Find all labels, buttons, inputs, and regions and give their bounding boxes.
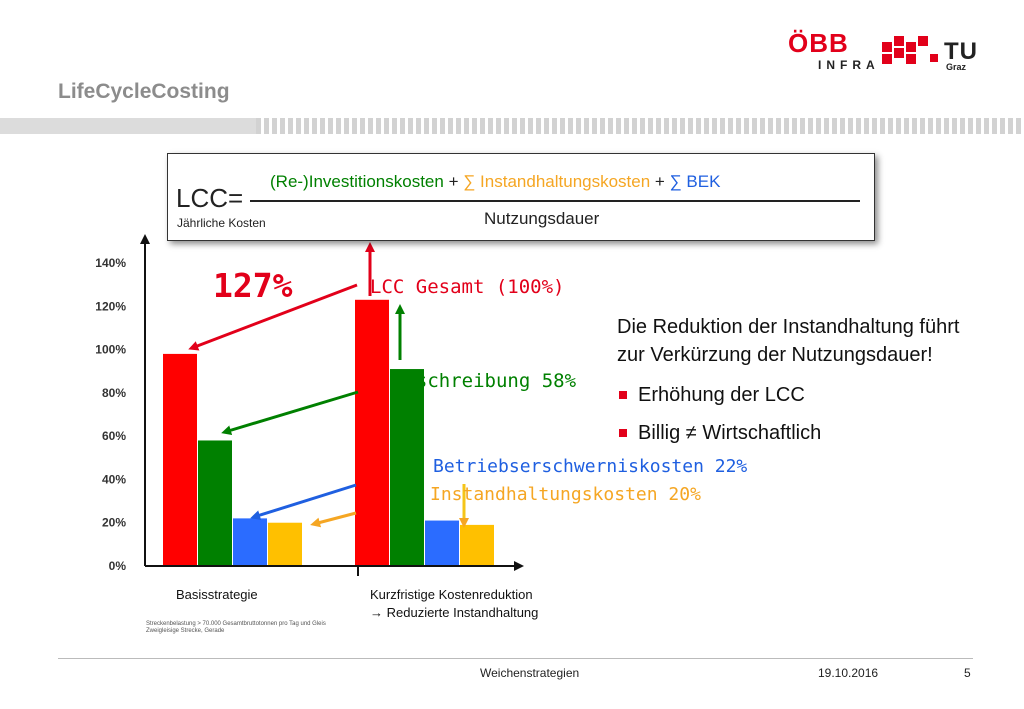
formula-term-bek: ∑ BEK	[669, 172, 721, 191]
annotation-127-percent: 127%	[213, 266, 293, 305]
formula-denominator: Nutzungsdauer	[484, 209, 600, 228]
bullet-item-2: Billig ≠ Wirtschaftlich	[617, 421, 977, 445]
annotation-ihk: Instandhaltungskosten 20%	[430, 484, 701, 505]
bar-2-1	[355, 299, 389, 566]
bar-1-1	[163, 353, 197, 566]
header-bar	[0, 118, 1024, 134]
formula-plus-2: +	[650, 172, 670, 191]
y-tick-label: 100%	[95, 343, 126, 357]
y-tick-label: 140%	[95, 256, 126, 270]
formula-term-investment: (Re-)Investitionskosten	[270, 172, 444, 191]
bar-2-3	[425, 520, 459, 566]
category-sublabel-2: → Reduzierte Instandhaltung	[370, 605, 539, 620]
y-tick-label: 40%	[102, 472, 126, 486]
annotation-abschreibung: Abschreibung 58%	[393, 370, 577, 392]
tugraz-logo-sub: Graz	[946, 62, 967, 72]
bar-2-2	[390, 369, 424, 566]
footer-divider	[58, 658, 973, 659]
arrow-abschreibung	[221, 390, 359, 436]
y-tick-label: 60%	[102, 429, 126, 443]
y-tick-label: 120%	[95, 299, 126, 313]
chart-footnote-2: Zweigleisige Strecke, Gerade	[146, 628, 225, 634]
y-tick-label: 0%	[109, 559, 127, 573]
annotation-lcc-gesamt: LCC Gesamt (100%)	[370, 276, 565, 298]
y-tick-label: 80%	[102, 386, 126, 400]
tugraz-logo-icon	[882, 36, 938, 64]
conclusion-text: Die Reduktion der Instandhaltung führt z…	[617, 313, 977, 445]
footer-date: 19.10.2016	[818, 666, 879, 680]
arrow-ihk	[310, 511, 357, 528]
conclusion-intro: Die Reduktion der Instandhaltung führt z…	[617, 316, 960, 366]
formula-numerator: (Re-)Investitionskosten + ∑ Instandhaltu…	[270, 172, 720, 192]
bar-1-4	[268, 522, 302, 566]
fraction-line	[250, 200, 860, 202]
footer-page-number: 5	[964, 666, 971, 680]
arrow-bek	[250, 483, 357, 520]
footer-title: Weichenstrategien	[480, 666, 580, 680]
annotation-bek: Betriebserschwerniskosten 22%	[433, 456, 748, 477]
formula-box	[167, 153, 875, 241]
y-tick-label: 20%	[102, 516, 126, 530]
oebb-logo-sub: INFRA	[818, 58, 880, 72]
formula-lcc-label: LCC=	[176, 183, 244, 213]
page-title: LifeCycleCosting	[58, 80, 230, 103]
bar-2-4	[460, 524, 494, 566]
chart-footnote-1: Streckenbelastung > 70.000 Gesamtbruttot…	[146, 621, 326, 627]
oebb-logo: ÖBB	[788, 28, 849, 58]
formula-lcc-sublabel: Jährliche Kosten	[177, 216, 266, 230]
arrow-127	[188, 283, 358, 351]
bullet-item-1: Erhöhung der LCC	[617, 383, 977, 407]
formula-term-maintenance: ∑ Instandhaltungskosten	[463, 172, 651, 191]
category-label-2: Kurzfristige Kostenreduktion	[370, 587, 533, 602]
formula-plus-1: +	[443, 172, 464, 191]
bar-1-2	[198, 440, 232, 566]
tugraz-logo-text: TU	[944, 38, 978, 65]
bar-1-3	[233, 518, 267, 566]
category-label-1: Basisstrategie	[176, 587, 258, 602]
